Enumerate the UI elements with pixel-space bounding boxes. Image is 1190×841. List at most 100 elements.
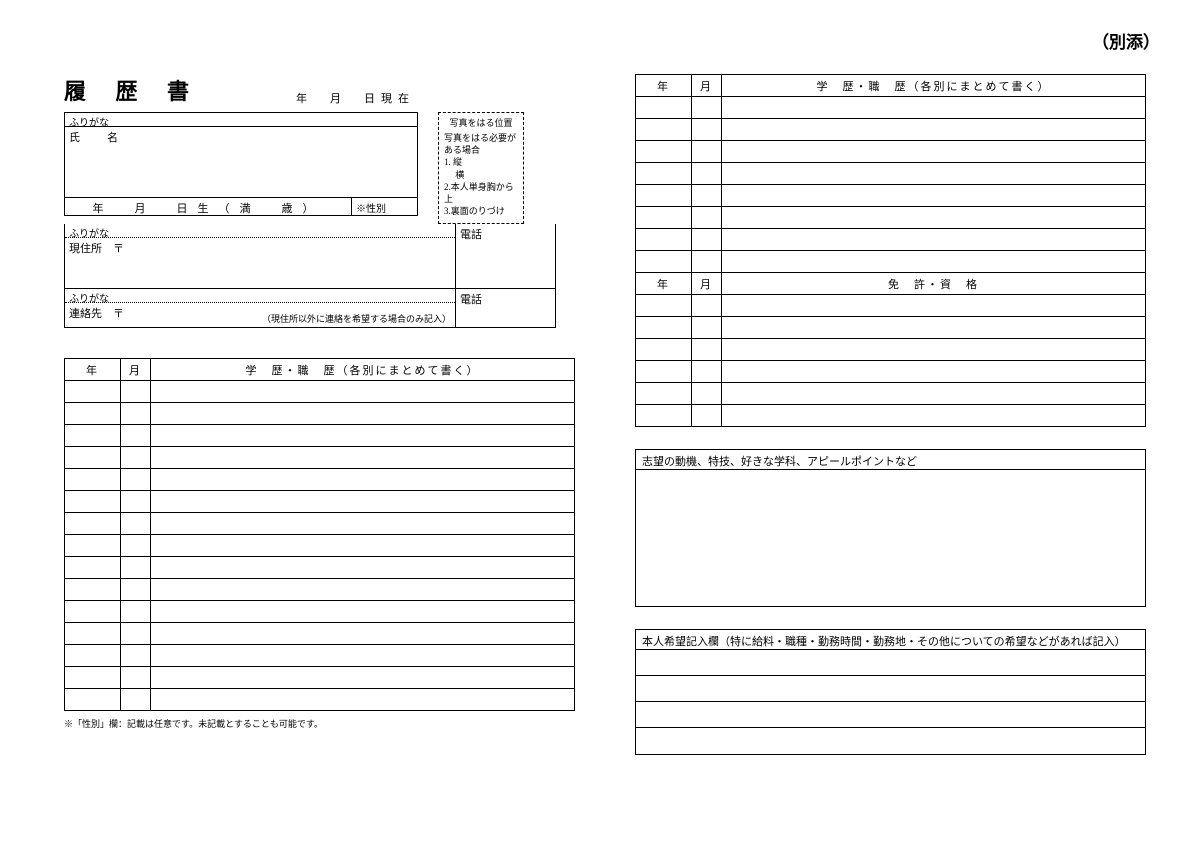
table-row (692, 295, 722, 317)
table-row (722, 119, 1146, 141)
table-row (65, 469, 121, 491)
table-row (636, 317, 692, 339)
table-row (692, 119, 722, 141)
table-row (65, 667, 121, 689)
table-row (121, 645, 151, 667)
table-row (151, 513, 575, 535)
contact-note: （現住所以外に連絡を希望する場合のみ記入） (262, 312, 451, 325)
header-year-r: 年 (636, 75, 692, 97)
table-row (692, 185, 722, 207)
table-row (65, 623, 121, 645)
table-row (121, 447, 151, 469)
table-row (722, 405, 1146, 427)
table-row (636, 207, 692, 229)
table-row (121, 601, 151, 623)
header-history-r: 学 歴・職 歴（各別にまとめて書く） (722, 75, 1146, 97)
table-row (151, 447, 575, 469)
document-title: 履 歴 書 (64, 74, 201, 106)
birthdate-label: 年 月 日生（満 歳） (65, 198, 351, 215)
wish-line (636, 728, 1145, 754)
table-row (722, 317, 1146, 339)
table-row (65, 381, 121, 403)
table-row (65, 601, 121, 623)
table-row (121, 535, 151, 557)
contact-label: 連絡先 〒 （現住所以外に連絡を希望する場合のみ記入） (65, 303, 455, 327)
table-row (636, 295, 692, 317)
attachment-label: （別添） (1092, 28, 1160, 53)
name-box: ふりがな 氏 名 年 月 日生（満 歳） ※性別 (64, 112, 418, 216)
phone-label-1: 電話 (455, 224, 555, 288)
wishes-box: 本人希望記入欄（特に給料・職種・勤務時間・勤務地・その他についての希望などがあれ… (635, 629, 1146, 755)
table-row (65, 403, 121, 425)
table-row (636, 97, 692, 119)
motivation-header: 志望の動機、特技、好きな学科、アピールポイントなど (636, 450, 1145, 470)
wish-line (636, 650, 1145, 676)
table-row (151, 535, 575, 557)
table-row (636, 361, 692, 383)
table-row (636, 339, 692, 361)
table-row (722, 97, 1146, 119)
table-row (65, 513, 121, 535)
history-table-left: 年 月 学 歴・職 歴（各別にまとめて書く） (64, 358, 575, 711)
motivation-box: 志望の動機、特技、好きな学科、アピールポイントなど (635, 449, 1146, 607)
photo-placeholder: 写真をはる位置 写真をはる必要がある場合 1. 縦 横 2.本人単身胸から上 3… (438, 112, 524, 224)
wishes-header: 本人希望記入欄（特に給料・職種・勤務時間・勤務地・その他についての希望などがあれ… (636, 630, 1145, 650)
table-row (65, 491, 121, 513)
table-row (692, 317, 722, 339)
header-license: 免 許・資 格 (722, 273, 1146, 295)
table-row (121, 403, 151, 425)
table-row (722, 141, 1146, 163)
table-row (692, 383, 722, 405)
wish-line (636, 676, 1145, 702)
table-row (722, 163, 1146, 185)
table-row (151, 579, 575, 601)
table-row (636, 229, 692, 251)
table-row (121, 579, 151, 601)
photo-line2: 2.本人単身胸から上 (444, 181, 518, 205)
table-row (722, 339, 1146, 361)
table-row (722, 251, 1146, 273)
table-row (65, 447, 121, 469)
motivation-body (636, 470, 1145, 606)
table-row (121, 513, 151, 535)
table-row (151, 689, 575, 711)
table-row (151, 381, 575, 403)
header-year-lic: 年 (636, 273, 692, 295)
address-furigana: ふりがな (65, 224, 455, 238)
table-row (151, 601, 575, 623)
table-row (636, 251, 692, 273)
table-row (636, 141, 692, 163)
header-year: 年 (65, 359, 121, 381)
table-row (151, 557, 575, 579)
table-row (65, 689, 121, 711)
header-month: 月 (121, 359, 151, 381)
table-row (636, 185, 692, 207)
table-row (692, 339, 722, 361)
table-row (636, 383, 692, 405)
table-row (121, 469, 151, 491)
header-history: 学 歴・職 歴（各別にまとめて書く） (151, 359, 575, 381)
name-label: 氏 名 (65, 127, 417, 197)
photo-line3: 3.裏面のりづけ (444, 205, 518, 217)
footnote: ※「性別」欄：記載は任意です。未記載とすることも可能です。 (64, 717, 575, 730)
table-row (151, 403, 575, 425)
table-row (151, 645, 575, 667)
photo-title: 写真をはる位置 (444, 117, 518, 129)
photo-intro: 写真をはる必要がある場合 (444, 132, 518, 156)
history-table-right: 年 月 学 歴・職 歴（各別にまとめて書く） 年 月 免 許・資 格 (635, 74, 1146, 427)
table-row (65, 535, 121, 557)
table-row (151, 491, 575, 513)
furigana-label: ふりがな (65, 113, 417, 127)
table-row (692, 229, 722, 251)
date-line: 年 月 日現在 (296, 90, 415, 106)
wish-line (636, 702, 1145, 728)
table-row (65, 425, 121, 447)
address-block: ふりがな 現住所 〒 電話 ふりがな 連絡先 〒 （現住所以外に連絡を希望する場… (64, 224, 556, 328)
table-row (121, 623, 151, 645)
table-row (722, 229, 1146, 251)
table-row (692, 97, 722, 119)
table-row (151, 469, 575, 491)
table-row (692, 361, 722, 383)
table-row (722, 383, 1146, 405)
gender-label: ※性別 (351, 198, 417, 215)
